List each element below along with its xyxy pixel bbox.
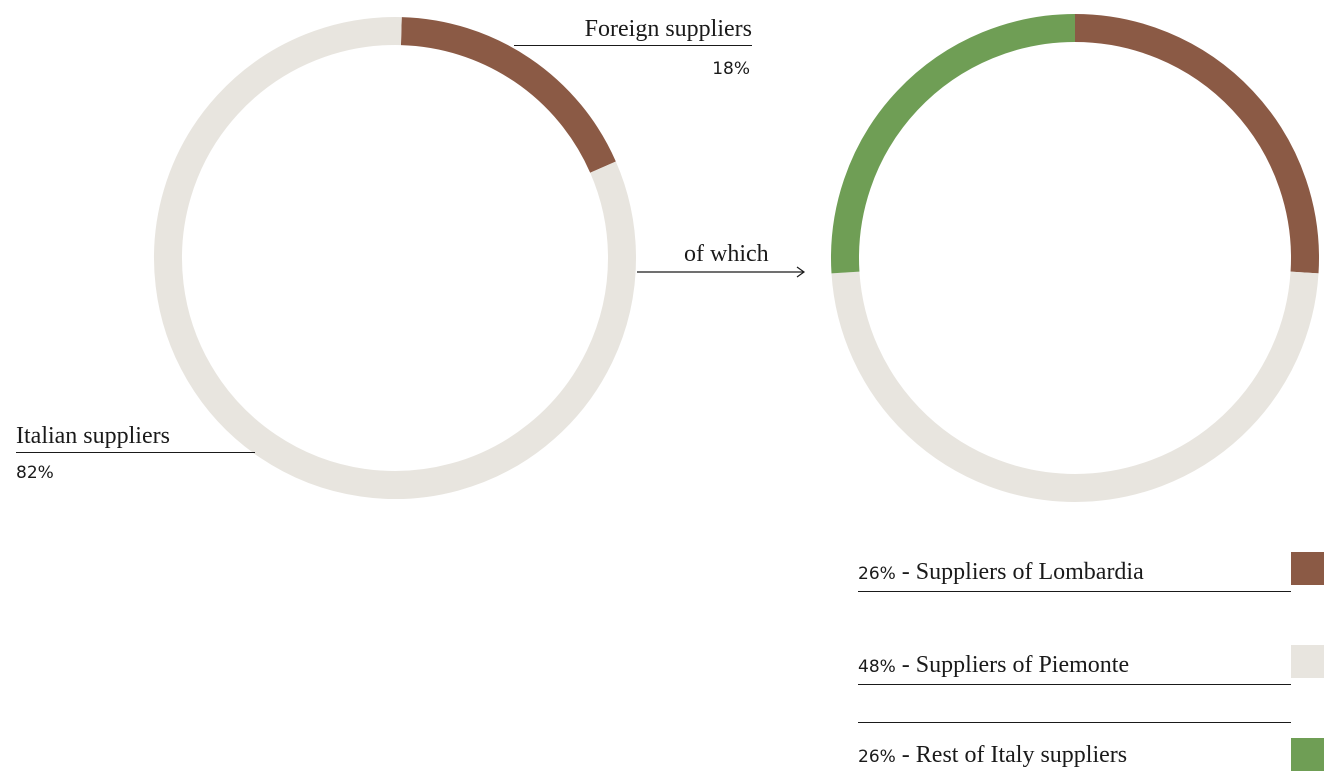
legend-separator: - [895, 559, 916, 585]
of-which-label: of which [684, 241, 769, 267]
legend-percent: 48% [858, 657, 896, 677]
legend-separator-rule [858, 722, 1291, 723]
legend-percent: 26% [858, 564, 896, 584]
legend-swatch-rest-of-italy [1291, 738, 1324, 771]
legend-label: Suppliers of Piemonte [915, 652, 1130, 678]
legend-rule [858, 684, 1291, 685]
foreign-suppliers-rule [514, 45, 752, 46]
italian-suppliers-percent: 82% [16, 463, 54, 483]
legend-item-piemonte: 48% - Suppliers of Piemonte [858, 645, 1324, 685]
legend-swatch-piemonte [1291, 645, 1324, 678]
foreign-suppliers-percent: 18% [712, 59, 750, 79]
legend-separator: - [895, 742, 916, 768]
legend-item-rest-of-italy: 26% - Rest of Italy suppliers [858, 738, 1324, 771]
legend-text: 26% - Suppliers of Lombardia [858, 559, 1144, 586]
donut-chart-suppliers-origin [154, 17, 636, 499]
donut-right-slice-suppliers-of-piemonte [831, 271, 1319, 502]
legend-label: Suppliers of Lombardia [915, 559, 1144, 585]
donut-right-slice-suppliers-of-lombardia [1074, 14, 1319, 274]
connector-arrow [637, 266, 806, 278]
legend-label: Rest of Italy suppliers [915, 742, 1128, 768]
donut-left-slice-italian-suppliers [154, 17, 636, 499]
legend-item-lombardia: 26% - Suppliers of Lombardia [858, 552, 1324, 592]
legend-text: 26% - Rest of Italy suppliers [858, 742, 1127, 769]
donut-right-slice-rest-of-italy-suppliers [831, 14, 1076, 274]
legend-rule [858, 591, 1291, 592]
legend-percent: 26% [858, 747, 896, 767]
legend-text: 48% - Suppliers of Piemonte [858, 652, 1129, 679]
italian-suppliers-label: Italian suppliers [16, 423, 170, 449]
donut-left-slice-foreign-suppliers [400, 17, 616, 173]
legend-swatch-lombardia [1291, 552, 1324, 585]
foreign-suppliers-label: Foreign suppliers [584, 16, 752, 42]
italian-suppliers-rule [16, 452, 255, 453]
donut-chart-italian-regions [831, 14, 1319, 502]
legend-separator: - [895, 652, 916, 678]
